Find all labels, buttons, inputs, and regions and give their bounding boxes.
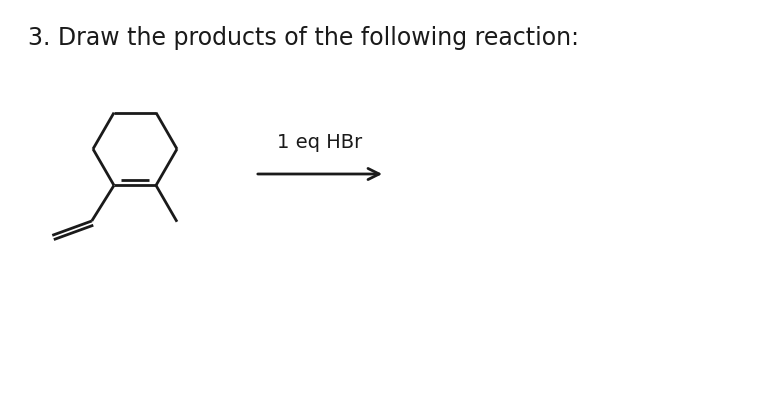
Text: 3. Draw the products of the following reaction:: 3. Draw the products of the following re… <box>28 26 579 50</box>
Text: 1 eq HBr: 1 eq HBr <box>277 133 362 152</box>
